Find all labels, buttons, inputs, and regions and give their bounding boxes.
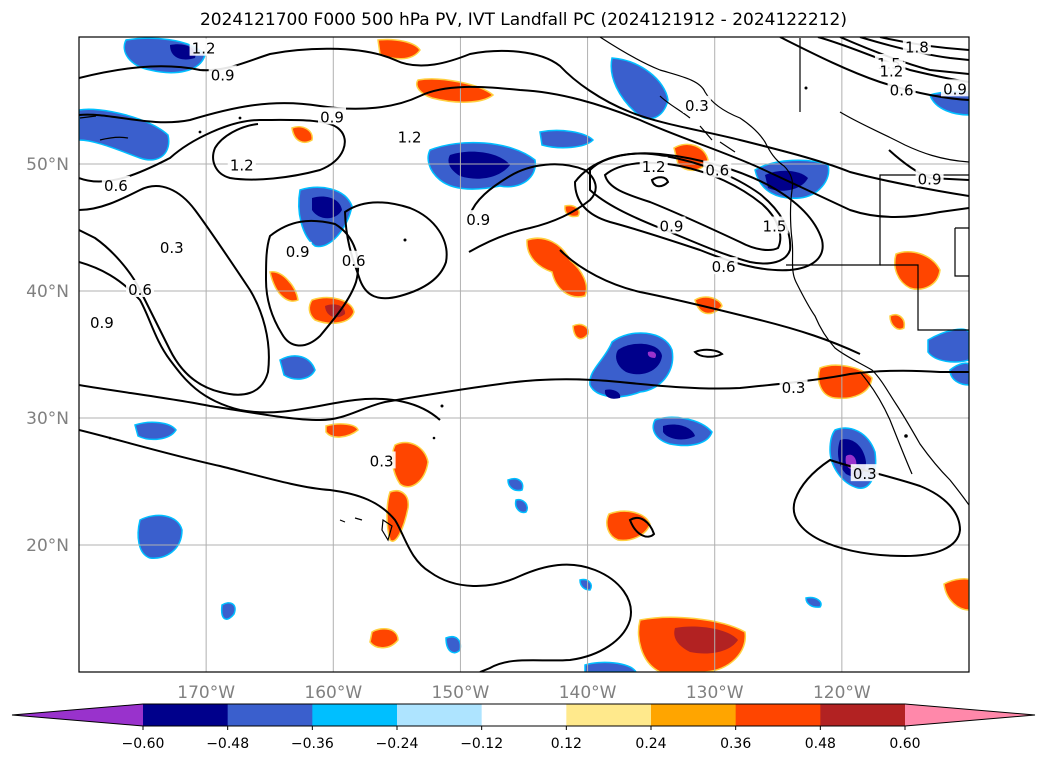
svg-text:0.3: 0.3 (160, 239, 184, 257)
contour-label: 0.6 (887, 80, 916, 100)
latitude-label: 40°N (26, 282, 69, 302)
gridlines (79, 37, 969, 672)
contour-label: 0.6 (709, 257, 738, 276)
svg-text:1.2: 1.2 (398, 129, 422, 147)
svg-text:0.3: 0.3 (782, 379, 806, 397)
contour-label: 0.9 (464, 210, 493, 229)
svg-text:0.9: 0.9 (90, 314, 114, 332)
svg-text:0.9: 0.9 (943, 80, 967, 98)
longitude-label: 160°W (304, 683, 362, 703)
svg-text:1.2: 1.2 (880, 63, 904, 81)
svg-text:0.6: 0.6 (104, 177, 128, 195)
latitude-labels: 20°N 30°N 40°N 50°N (26, 155, 69, 556)
contour-label: 0.9 (657, 216, 686, 236)
svg-text:0.3: 0.3 (853, 465, 877, 483)
svg-text:1.5: 1.5 (763, 218, 787, 236)
colorbar-tick-label: −0.60 (122, 736, 165, 752)
contour-label: 1.2 (189, 38, 218, 58)
pv-contours (79, 37, 969, 672)
contour-label: 1.2 (639, 156, 668, 176)
contour-label: 0.3 (850, 464, 879, 483)
svg-text:0.6: 0.6 (890, 82, 914, 100)
contour-label: 0.3 (157, 238, 186, 257)
colorbar-tick-label: 0.36 (720, 736, 751, 752)
contour-label: 1.2 (227, 155, 256, 175)
colorbar-segment (312, 704, 398, 726)
pv-anomaly-shading (79, 37, 969, 672)
svg-text:1.2: 1.2 (642, 158, 666, 176)
map-frame (78, 36, 970, 673)
contour-label: 1.2 (395, 127, 424, 147)
colorbar-extend-max (905, 704, 1035, 726)
contour-label: 1.2 (877, 61, 906, 81)
contour-label: 0.9 (283, 241, 312, 261)
contour-label: 0.6 (339, 250, 368, 270)
svg-text:0.6: 0.6 (128, 281, 152, 299)
contour-label: 0.9 (941, 79, 969, 98)
contour-label: 1.5 (760, 216, 789, 236)
colorbar-segment (820, 704, 906, 726)
contour-label: 0.6 (126, 280, 155, 299)
svg-text:0.3: 0.3 (370, 452, 394, 470)
colorbar-tick-label: 0.12 (551, 736, 582, 752)
strong-positive-core (325, 304, 738, 654)
svg-text:0.9: 0.9 (211, 66, 235, 84)
colorbar-tick-label: −0.36 (291, 736, 334, 752)
svg-text:1.8: 1.8 (905, 38, 929, 56)
colorbar-segment (397, 704, 483, 726)
svg-text:0.6: 0.6 (705, 162, 729, 180)
contour-label: 0.6 (703, 160, 732, 180)
svg-text:0.9: 0.9 (466, 211, 490, 229)
longitude-label: 120°W (813, 683, 871, 703)
positive-anomaly-blob (269, 38, 969, 672)
contour-labels: 1.20.90.91.21.20.60.3 0.9 0.60.60.90.91.2 0… (87, 37, 969, 483)
longitude-label: 140°W (559, 683, 617, 703)
colorbar-tick-label: 0.48 (805, 736, 836, 752)
colorbar-segment (566, 704, 652, 726)
svg-text:0.9: 0.9 (918, 171, 942, 189)
colorbar-segment (143, 704, 229, 726)
colorbar-tick-label: −0.24 (376, 736, 419, 752)
contour-label: 0.9 (87, 313, 116, 332)
svg-text:0.6: 0.6 (712, 258, 736, 276)
longitude-label: 170°W (177, 683, 235, 703)
colorbar-segment (481, 704, 567, 726)
colorbar-segment (227, 704, 313, 726)
colorbar-tick-label: −0.12 (460, 736, 503, 752)
contour-label: 0.9 (318, 107, 347, 126)
contour-label: 0.6 (101, 175, 130, 195)
colorbar-segment (651, 704, 737, 726)
coastline (79, 37, 969, 542)
colorbar-segment (735, 704, 821, 726)
latitude-label: 50°N (26, 155, 69, 175)
svg-text:0.9: 0.9 (320, 108, 344, 126)
contour-label: 0.3 (779, 377, 808, 397)
colorbar-tick-label: 0.60 (889, 736, 920, 752)
map-title: 2024121700 F000 500 hPa PV, IVT Landfall… (199, 10, 847, 30)
latitude-label: 20°N (26, 536, 69, 556)
svg-text:0.9: 0.9 (660, 218, 684, 236)
svg-text:1.2: 1.2 (192, 40, 216, 58)
contour-label: 0.9 (208, 65, 237, 84)
svg-text:0.3: 0.3 (685, 97, 709, 115)
colorbar-extend-min (12, 704, 143, 726)
svg-text:0.9: 0.9 (286, 243, 310, 261)
latitude-label: 30°N (26, 409, 69, 429)
contour-label: 0.3 (682, 95, 711, 115)
longitude-label: 150°W (432, 683, 490, 703)
contour-label: 1.8 (902, 37, 931, 56)
longitude-label: 130°W (686, 683, 744, 703)
svg-text:0.6: 0.6 (342, 252, 366, 270)
svg-text:1.2: 1.2 (230, 157, 254, 175)
map-panel[interactable]: 1.20.90.91.21.20.60.3 0.9 0.60.60.90.91.2 0… (79, 37, 969, 672)
colorbar-tick-label: 0.24 (635, 736, 666, 752)
colorbar: −0.60 −0.48 −0.36 −0.24 −0.12 0.12 0.24 0.36 0.4… (11, 703, 1036, 752)
colorbar-tick-label: −0.48 (206, 736, 249, 752)
longitude-labels: 170°W 160°W 150°W 140°W 130°W 120°W (177, 683, 871, 703)
contour-label: 0.9 (915, 169, 944, 189)
contour-label: 0.3 (367, 451, 396, 470)
